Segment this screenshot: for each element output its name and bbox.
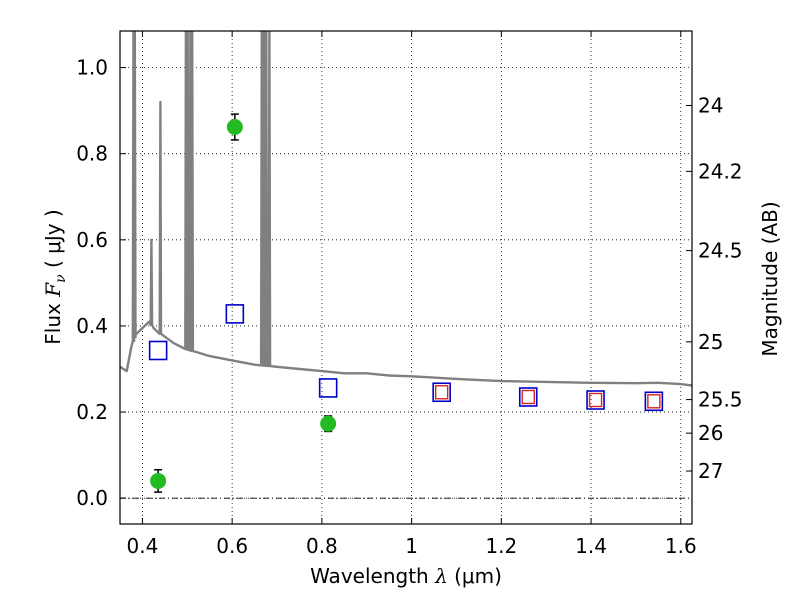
y-tick-label: 1.0 bbox=[76, 56, 108, 80]
right-tick-label: 26 bbox=[698, 421, 723, 445]
model-band-square bbox=[225, 304, 245, 324]
model-band-square bbox=[518, 387, 538, 407]
x-tick-label: 1.4 bbox=[575, 534, 607, 558]
right-axis-title: Magnitude (AB) bbox=[758, 201, 782, 356]
model-band-square bbox=[148, 340, 168, 361]
x-tick-label: 0.4 bbox=[127, 534, 159, 558]
right-tick-label: 25.5 bbox=[698, 388, 743, 412]
y-axis-symbol: F bbox=[41, 282, 65, 298]
y-tick-label: 0.8 bbox=[76, 142, 108, 166]
x-tick-label: 1.2 bbox=[485, 534, 517, 558]
plot-background bbox=[120, 31, 692, 524]
y-tick-label: 0.2 bbox=[76, 400, 108, 424]
model-red-square bbox=[434, 385, 449, 400]
x-tick-label: 1.6 bbox=[665, 534, 697, 558]
detection-point bbox=[226, 119, 243, 136]
y-axis-title: Flux Fν ( μJy ) bbox=[41, 209, 69, 344]
plot-frame bbox=[119, 30, 693, 525]
x-tick-label: 0.8 bbox=[306, 534, 338, 558]
x-axis-symbol: λ bbox=[434, 564, 448, 588]
y-tick-label: 0.0 bbox=[76, 486, 108, 510]
model-spectrum bbox=[120, 31, 692, 387]
model-red-square bbox=[588, 392, 603, 408]
model-band-square bbox=[586, 390, 605, 410]
model-red-square bbox=[521, 389, 535, 405]
detection-point bbox=[150, 472, 167, 489]
x-tick-label: 0.6 bbox=[216, 534, 248, 558]
model-band-square bbox=[432, 382, 451, 403]
y-tick-label: 0.6 bbox=[76, 228, 108, 252]
detection-point bbox=[320, 415, 337, 432]
right-tick-label: 24 bbox=[698, 93, 723, 117]
y-tick-label: 0.4 bbox=[76, 314, 108, 338]
grid bbox=[120, 31, 692, 524]
model-band-square bbox=[318, 378, 338, 398]
right-tick-label: 24.5 bbox=[698, 239, 743, 263]
spectrum-line bbox=[120, 31, 692, 387]
y-axis-subscript: ν bbox=[53, 274, 69, 283]
right-tick-label: 24.2 bbox=[698, 159, 743, 183]
x-axis-title: Wavelength λ (μm) bbox=[310, 564, 502, 588]
photometry-points bbox=[148, 113, 664, 493]
right-tick-label: 25 bbox=[698, 330, 723, 354]
right-tick-label: 27 bbox=[698, 459, 723, 483]
x-tick-label: 1 bbox=[405, 534, 418, 558]
model-band-square bbox=[644, 391, 664, 412]
model-red-square bbox=[647, 394, 661, 409]
axis-ticks: 0.4 0.6 0.8 1 1.2 1.4 1.6 0.0 0.2 0.4 0.6 0.8 1.0 24 2… bbox=[76, 31, 743, 558]
